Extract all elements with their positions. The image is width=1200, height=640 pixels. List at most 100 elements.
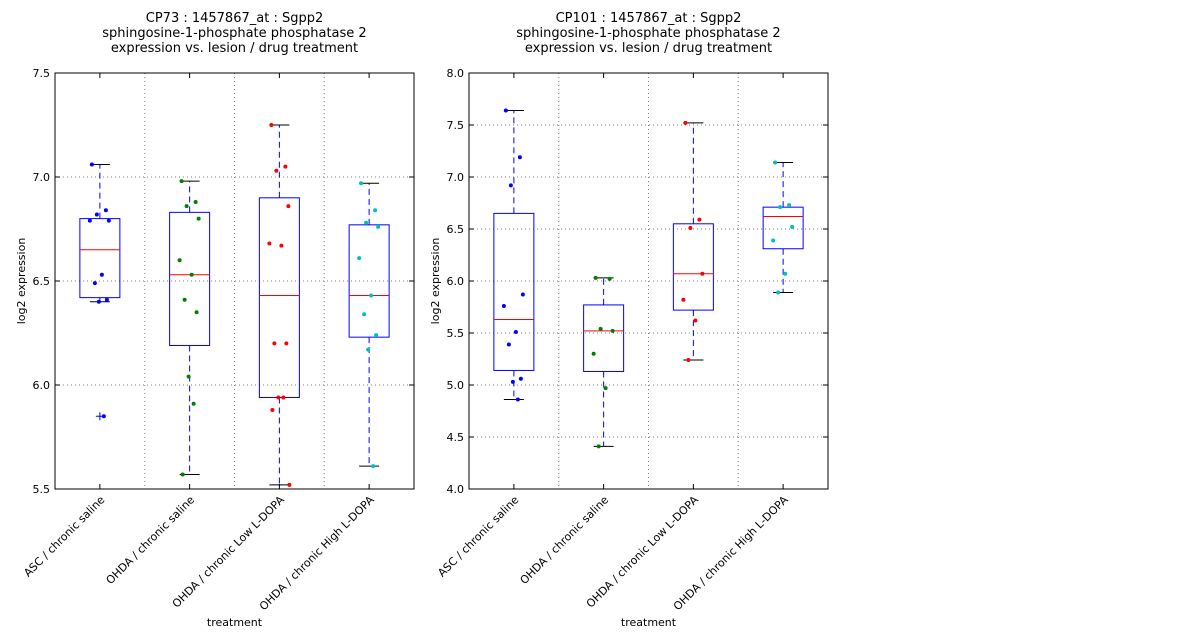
y-tick-label: 4.0 [447,483,465,496]
y-tick-label: 6.0 [33,379,51,392]
plot-frame [54,72,415,490]
data-point [778,205,783,210]
data-point [180,472,185,477]
x-tick-label: OHDA / chronic saline [518,493,612,587]
data-point [374,333,379,338]
data-point [287,482,292,487]
data-point [501,303,506,308]
box-iqr [672,223,714,311]
data-point [267,241,272,246]
box-iqr [348,224,390,338]
data-point [270,407,275,412]
data-point [182,297,187,302]
chart-panel-2: CP101 : 1457867_at : Sgpp2sphingosine-1-… [429,11,829,629]
box-plot [493,109,535,401]
data-point [87,218,92,223]
data-point [693,318,698,323]
data-point [104,297,109,302]
data-point [596,444,601,449]
chart-title-line: CP73 : 1457867_at : Sgpp2 [146,11,324,26]
chart-title-line: CP101 : 1457867_at : Sgpp2 [556,11,742,26]
data-point [683,120,688,125]
box-iqr [493,212,535,371]
data-point [506,342,511,347]
data-point [357,256,362,261]
data-point [94,212,99,217]
chart-title-line: sphingosine-1-phosphate phosphatase 2 [102,26,366,41]
data-point [610,328,615,333]
data-point [106,218,111,223]
data-point [518,376,523,381]
data-point [177,258,182,263]
y-tick-label: 5.0 [447,379,465,392]
data-point [688,225,693,230]
data-point [607,276,612,281]
data-point [515,397,520,402]
x-axis-label: treatment [207,616,263,629]
data-point [286,204,291,209]
x-tick-label: OHDA / chronic saline [104,493,198,587]
data-point [593,275,598,280]
data-point [283,164,288,169]
data-point [269,123,274,127]
y-tick-label: 6.5 [447,223,465,236]
data-point [773,160,778,165]
y-tick-label: 5.5 [447,327,465,340]
chart-title-line: expression vs. lesion / drug treatment [111,41,358,56]
data-point [359,181,364,186]
y-tick-label: 7.0 [33,171,51,184]
grid-lines [469,72,828,490]
box-plot [258,124,300,486]
data-point [284,341,289,346]
chart-title-line: sphingosine-1-phosphate phosphatase 2 [516,26,780,41]
y-tick-label: 5.5 [33,483,51,496]
box-iqr [79,218,121,299]
data-point [603,386,608,391]
data-point [771,238,776,243]
box-plot [169,180,211,475]
x-tick-label: ASC / chronic saline [21,493,107,579]
box-plot [348,182,390,467]
box-plot [583,277,625,447]
y-tick-label: 7.5 [33,67,51,80]
data-point [274,168,279,173]
data-point [96,299,101,304]
data-point [362,312,367,317]
data-point [193,199,198,204]
y-tick-label: 4.5 [447,431,465,444]
data-point [790,224,795,229]
data-point [103,208,108,213]
data-point [517,155,522,160]
data-point [686,358,691,363]
x-tick-label: ASC / chronic saline [435,493,521,579]
y-tick-label: 7.0 [447,171,465,184]
box-plot [672,122,714,361]
data-point [196,216,201,221]
x-axis-label: treatment [621,616,677,629]
data-point [366,347,371,352]
y-axis-label: log2 expression [429,238,442,325]
data-point [787,203,792,208]
data-point [89,162,94,167]
data-point [281,395,286,400]
box-iqr [762,206,804,250]
box-iqr [169,211,211,346]
data-point [99,272,104,277]
y-tick-label: 6.0 [447,275,465,288]
data-point [376,224,381,229]
data-point [697,217,702,222]
y-tick-label: 8.0 [447,67,465,80]
box-iqr [258,197,300,398]
data-point [598,326,603,331]
box-iqr [583,304,625,372]
chart-panel-1: CP73 : 1457867_at : Sgpp2sphingosine-1-p… [15,11,415,629]
data-point [279,243,284,248]
data-point [503,108,508,113]
data-point [194,310,199,315]
y-axis-label: log2 expression [15,238,28,325]
data-point [510,379,515,384]
data-point [276,395,281,400]
data-point [186,374,191,379]
box-plot [762,161,804,293]
